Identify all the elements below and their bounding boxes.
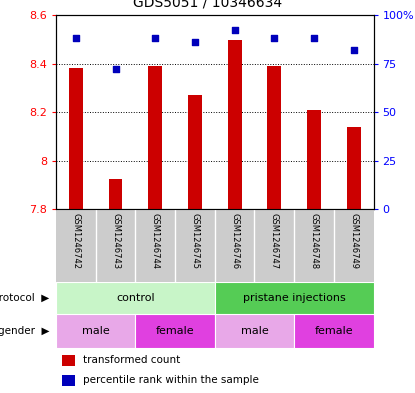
Bar — [109, 179, 122, 209]
Text: GSM1246743: GSM1246743 — [111, 213, 120, 269]
Text: GSM1246742: GSM1246742 — [71, 213, 81, 269]
Bar — [62, 375, 75, 386]
Bar — [267, 66, 281, 209]
Text: GSM1246749: GSM1246749 — [349, 213, 358, 269]
Bar — [294, 314, 374, 348]
Text: GSM1246746: GSM1246746 — [230, 213, 239, 269]
Bar — [307, 110, 321, 209]
Text: pristane injections: pristane injections — [243, 293, 346, 303]
Point — [311, 35, 317, 41]
Text: male: male — [82, 326, 110, 336]
Bar — [69, 68, 83, 209]
Point — [73, 35, 79, 41]
Text: male: male — [241, 326, 269, 336]
Text: female: female — [315, 326, 353, 336]
Bar — [56, 282, 215, 314]
Bar — [188, 95, 202, 209]
Text: gender  ▶: gender ▶ — [0, 326, 50, 336]
Bar — [56, 314, 135, 348]
Bar — [62, 355, 75, 366]
Bar — [148, 66, 162, 209]
Point — [152, 35, 159, 41]
Text: protocol  ▶: protocol ▶ — [0, 293, 50, 303]
Bar — [56, 209, 374, 282]
Bar — [347, 127, 361, 209]
Text: female: female — [156, 326, 194, 336]
Point — [350, 47, 357, 53]
Text: percentile rank within the sample: percentile rank within the sample — [83, 375, 259, 386]
Text: transformed count: transformed count — [83, 355, 180, 365]
Point — [271, 35, 278, 41]
Text: GSM1246747: GSM1246747 — [270, 213, 279, 269]
Text: GSM1246744: GSM1246744 — [151, 213, 160, 269]
Text: GSM1246748: GSM1246748 — [310, 213, 318, 269]
Bar — [135, 314, 215, 348]
Bar — [215, 314, 294, 348]
Point — [192, 39, 198, 45]
Point — [231, 28, 238, 34]
Point — [112, 66, 119, 73]
Text: GSM1246745: GSM1246745 — [190, 213, 200, 269]
Bar — [228, 40, 242, 209]
Text: GDS5051 / 10346634: GDS5051 / 10346634 — [133, 0, 282, 9]
Bar — [215, 282, 374, 314]
Text: control: control — [116, 293, 155, 303]
